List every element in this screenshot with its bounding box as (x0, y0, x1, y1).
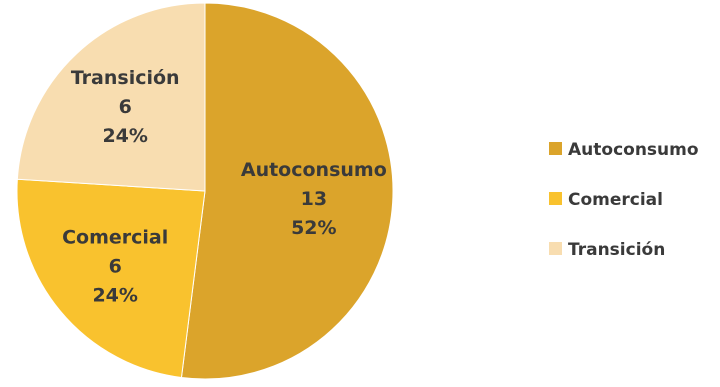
legend-label: Autoconsumo (568, 140, 699, 160)
pie-slice-transici-n (16, 2, 206, 192)
legend-swatch (549, 242, 562, 255)
data-label-percent: 52% (291, 217, 336, 239)
legend-swatch (549, 192, 562, 205)
data-label-percent: 24% (102, 125, 147, 147)
pie-data-labels: Autoconsumo 13 52% Comercial 6 24% Transición 6… (62, 67, 387, 306)
data-label-percent: 24% (92, 284, 137, 306)
data-label-value: 6 (119, 96, 132, 118)
data-label-category: Transición (71, 67, 180, 89)
legend-label: Comercial (568, 190, 663, 210)
data-label-category: Comercial (62, 226, 168, 248)
data-label-value: 6 (109, 255, 122, 277)
data-label-category: Autoconsumo (241, 159, 387, 181)
pie-slices (16, 2, 394, 380)
legend-swatch (549, 142, 562, 155)
pie-slice-autoconsumo (180, 2, 394, 380)
data-label-value: 13 (301, 188, 327, 210)
pie-slice-comercial (16, 178, 206, 379)
legend-label: Transición (568, 240, 665, 260)
chart-legend: Autoconsumo Comercial Transición (549, 140, 699, 260)
